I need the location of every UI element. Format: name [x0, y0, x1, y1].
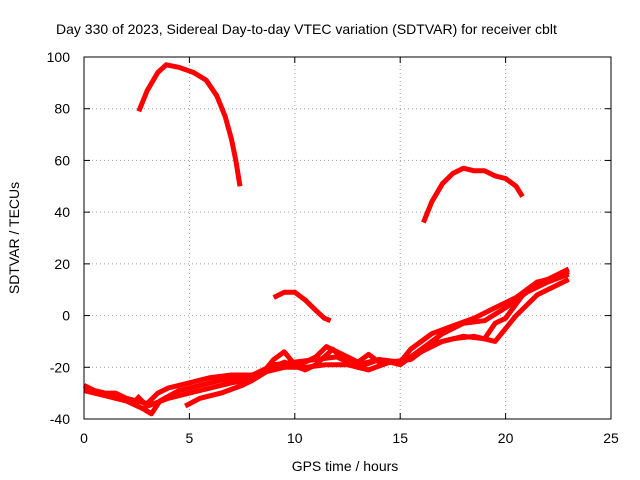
x-tick-label: 20: [498, 430, 514, 446]
x-tick-label: 25: [603, 430, 619, 446]
x-axis-label: GPS time / hours: [292, 458, 399, 474]
y-tick-label: -40: [50, 411, 70, 427]
y-tick-label: 100: [47, 49, 71, 65]
y-tick-label: 40: [54, 204, 70, 220]
y-tick-label: 20: [54, 256, 70, 272]
plot-frame: [83, 56, 612, 420]
series-layer: [82, 62, 570, 417]
y-tick-label: 60: [54, 152, 70, 168]
series-arc-high-evening: [421, 165, 525, 224]
y-axis-label: SDTVAR / TECUs: [6, 182, 22, 294]
chart-title: Day 330 of 2023, Sidereal Day-to-day VTE…: [56, 21, 557, 37]
x-tick-label: 15: [392, 430, 408, 446]
x-tick-label: 0: [80, 430, 88, 446]
series-arc-high-morning: [136, 62, 243, 187]
x-tick-label: 5: [186, 430, 194, 446]
axis-ticks: 0 5 10 15 20 25 -40 -20 0 20 40 60 80 100: [47, 49, 619, 446]
x-tick-label: 10: [287, 430, 303, 446]
series-band-d: [184, 266, 570, 409]
y-tick-label: 80: [54, 101, 70, 117]
series-arc-mid-day: [272, 289, 332, 324]
y-tick-label: 0: [62, 308, 70, 324]
grid: [84, 57, 611, 419]
y-tick-label: -20: [50, 359, 70, 375]
